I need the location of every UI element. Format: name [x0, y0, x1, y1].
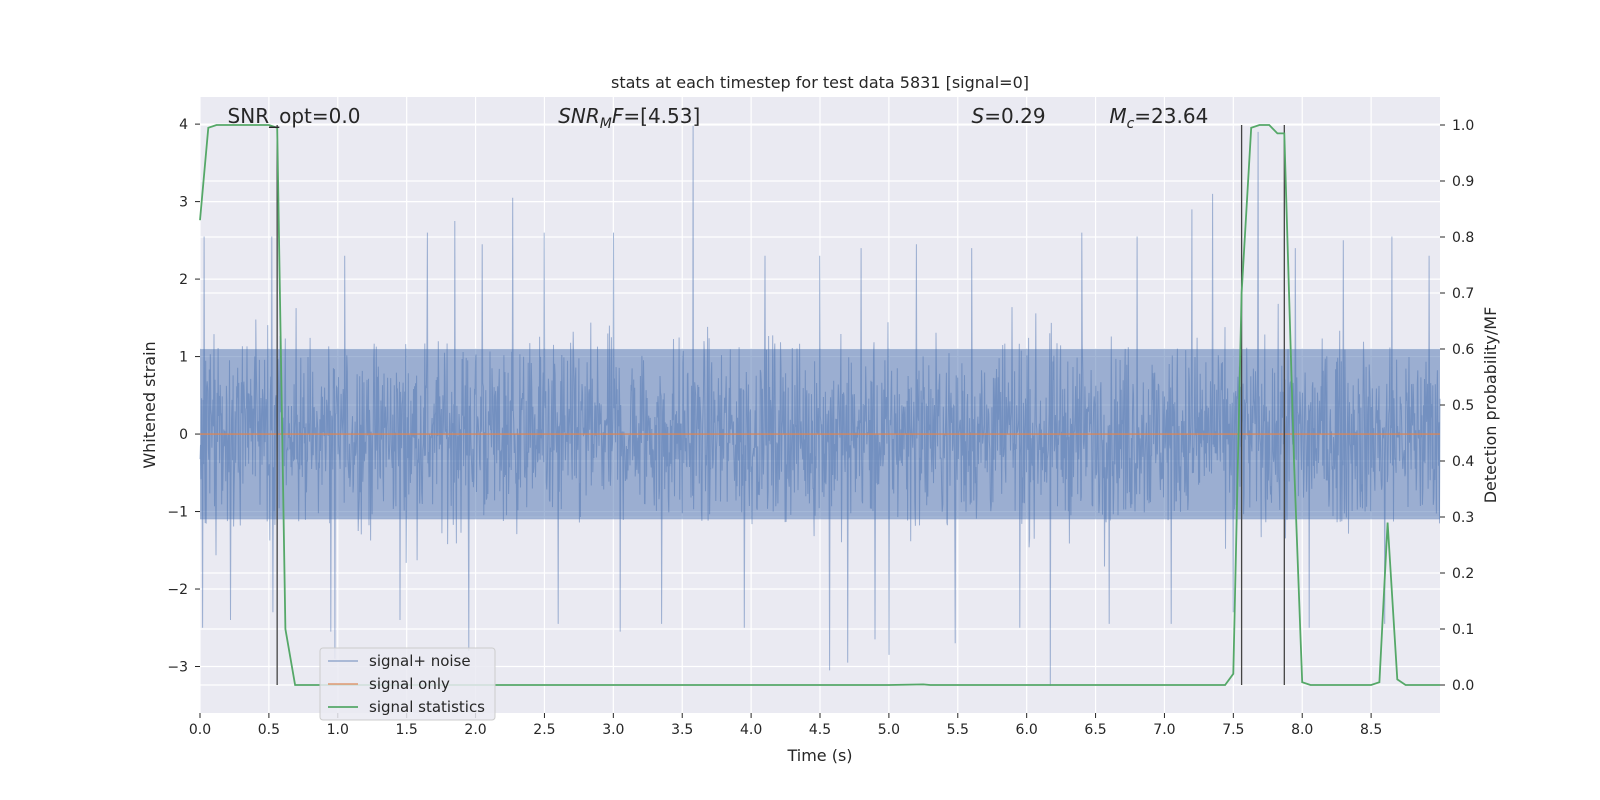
right-y-tick-label: 0.5	[1452, 398, 1474, 414]
legend: signal+ noise signal only signal statist…	[319, 647, 496, 721]
left-y-axis-label: Whitened strain	[140, 341, 159, 468]
chart-title: stats at each timestep for test data 583…	[611, 73, 1029, 92]
x-tick-label: 3.0	[602, 722, 624, 738]
annotation-s: S=0.29	[972, 104, 1046, 128]
left-y-axis-ticks: −3 −2 −1 0 1 2 3 4	[167, 117, 200, 676]
left-y-tick-label: 4	[179, 117, 188, 133]
right-y-tick-label: 0.9	[1452, 174, 1474, 190]
left-y-tick-label: 1	[179, 350, 188, 366]
x-tick-label: 7.5	[1222, 722, 1244, 738]
right-y-tick-label: 0.2	[1452, 566, 1474, 582]
x-tick-label: 4.0	[740, 722, 762, 738]
right-y-tick-label: 0.3	[1452, 510, 1474, 526]
annotations: SNR_opt=0.0 SNRMF=[4.53] S=0.29 Mc=23.64	[228, 104, 1209, 132]
x-tick-label: 5.0	[878, 722, 900, 738]
left-y-tick-label: 0	[179, 427, 188, 443]
x-tick-label: 8.0	[1291, 722, 1313, 738]
noise-line	[199, 125, 1441, 686]
left-y-tick-label: 2	[179, 272, 188, 288]
legend-label-noise: signal+ noise	[369, 652, 471, 670]
right-y-tick-label: 0.1	[1452, 622, 1474, 638]
x-axis-ticks: 0.0 0.5 1.0 1.5 2.0 2.5 3.0 3.5 4.0 4.5 5.0 5.5 6.0 6…	[189, 713, 1382, 738]
right-y-tick-label: 0.0	[1452, 678, 1474, 694]
right-y-tick-label: 0.7	[1452, 286, 1474, 302]
right-y-tick-label: 0.8	[1452, 230, 1474, 246]
x-tick-label: 1.5	[396, 722, 418, 738]
x-tick-label: 6.5	[1084, 722, 1106, 738]
x-tick-label: 2.5	[533, 722, 555, 738]
x-tick-label: 7.0	[1153, 722, 1175, 738]
right-y-tick-label: 0.6	[1452, 342, 1474, 358]
right-y-tick-label: 0.4	[1452, 454, 1474, 470]
left-y-tick-label: −3	[167, 660, 188, 676]
series-signal-statistics	[199, 124, 1440, 686]
right-y-tick-label: 1.0	[1452, 118, 1474, 134]
annotation-snr_mf: SNRMF=[4.53]	[558, 104, 700, 132]
x-tick-label: 0.5	[258, 722, 280, 738]
right-y-axis-label: Detection probability/MF	[1481, 307, 1500, 504]
legend-frame	[319, 647, 496, 721]
x-tick-label: 5.5	[947, 722, 969, 738]
legend-label-stats: signal statistics	[369, 698, 485, 716]
signal-statistics-line	[199, 124, 1440, 686]
right-y-axis-ticks: 0.0 0.1 0.2 0.3 0.4 0.5 0.6 0.7 0.8 0.9 1.0	[1440, 118, 1474, 694]
x-tick-label: 2.0	[464, 722, 486, 738]
x-tick-label: 8.5	[1360, 722, 1382, 738]
annotation-snr_opt: SNR_opt=0.0	[228, 104, 361, 128]
x-tick-label: 3.5	[671, 722, 693, 738]
x-axis-label: Time (s)	[786, 746, 852, 765]
x-tick-label: 0.0	[189, 722, 211, 738]
legend-label-signal: signal only	[369, 675, 450, 693]
x-tick-label: 4.5	[809, 722, 831, 738]
x-tick-label: 6.0	[1016, 722, 1038, 738]
x-tick-label: 1.0	[327, 722, 349, 738]
left-y-tick-label: 3	[179, 195, 188, 211]
left-y-tick-label: −1	[167, 505, 188, 521]
vertical-markers	[276, 125, 1285, 685]
left-y-tick-label: −2	[167, 582, 188, 598]
annotation-mc: Mc=23.64	[1109, 104, 1208, 132]
